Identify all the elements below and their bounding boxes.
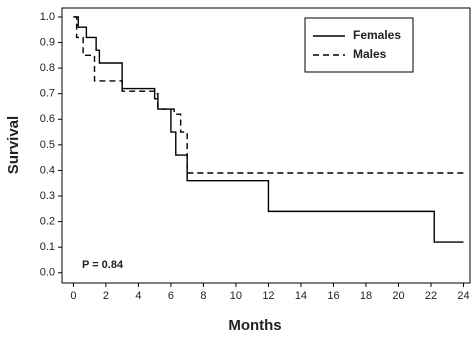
y-tick-label: 0.5 bbox=[40, 139, 55, 151]
y-tick-label: 0.2 bbox=[40, 216, 55, 228]
x-tick-label: 24 bbox=[457, 290, 469, 302]
survival-curve bbox=[73, 16, 464, 174]
x-tick-label: 0 bbox=[70, 290, 76, 302]
survival-curve bbox=[73, 16, 464, 243]
plot-frame bbox=[61, 7, 471, 284]
x-tick-label: 16 bbox=[327, 290, 339, 302]
x-tick-label: 14 bbox=[295, 290, 307, 302]
x-tick-label: 22 bbox=[425, 290, 437, 302]
x-tick-label: 6 bbox=[168, 290, 174, 302]
y-tick-label: 1.0 bbox=[40, 11, 55, 23]
y-tick-label: 0.9 bbox=[40, 36, 55, 48]
y-tick-label: 0.6 bbox=[40, 113, 55, 125]
y-tick-label: 0.1 bbox=[40, 241, 55, 253]
x-tick-label: 20 bbox=[392, 290, 404, 302]
y-tick-label: 0.7 bbox=[40, 88, 55, 100]
x-axis-title: Months bbox=[228, 317, 281, 334]
x-tick-label: 4 bbox=[135, 290, 141, 302]
x-tick-label: 18 bbox=[360, 290, 372, 302]
x-tick-label: 12 bbox=[262, 290, 274, 302]
y-tick-label: 0.4 bbox=[40, 164, 55, 176]
legend-label: Females bbox=[353, 28, 401, 42]
y-tick-label: 0.8 bbox=[40, 62, 55, 74]
y-axis-title: Survival bbox=[5, 116, 22, 174]
legend-box bbox=[304, 17, 414, 73]
x-tick-label: 10 bbox=[230, 290, 242, 302]
x-tick-label: 8 bbox=[200, 290, 206, 302]
y-tick-label: 0.3 bbox=[40, 190, 55, 202]
p-value: P = 0.84 bbox=[82, 259, 124, 271]
legend-label: Males bbox=[353, 47, 387, 61]
y-tick-label: 0.0 bbox=[40, 267, 55, 279]
x-tick-label: 2 bbox=[103, 290, 109, 302]
